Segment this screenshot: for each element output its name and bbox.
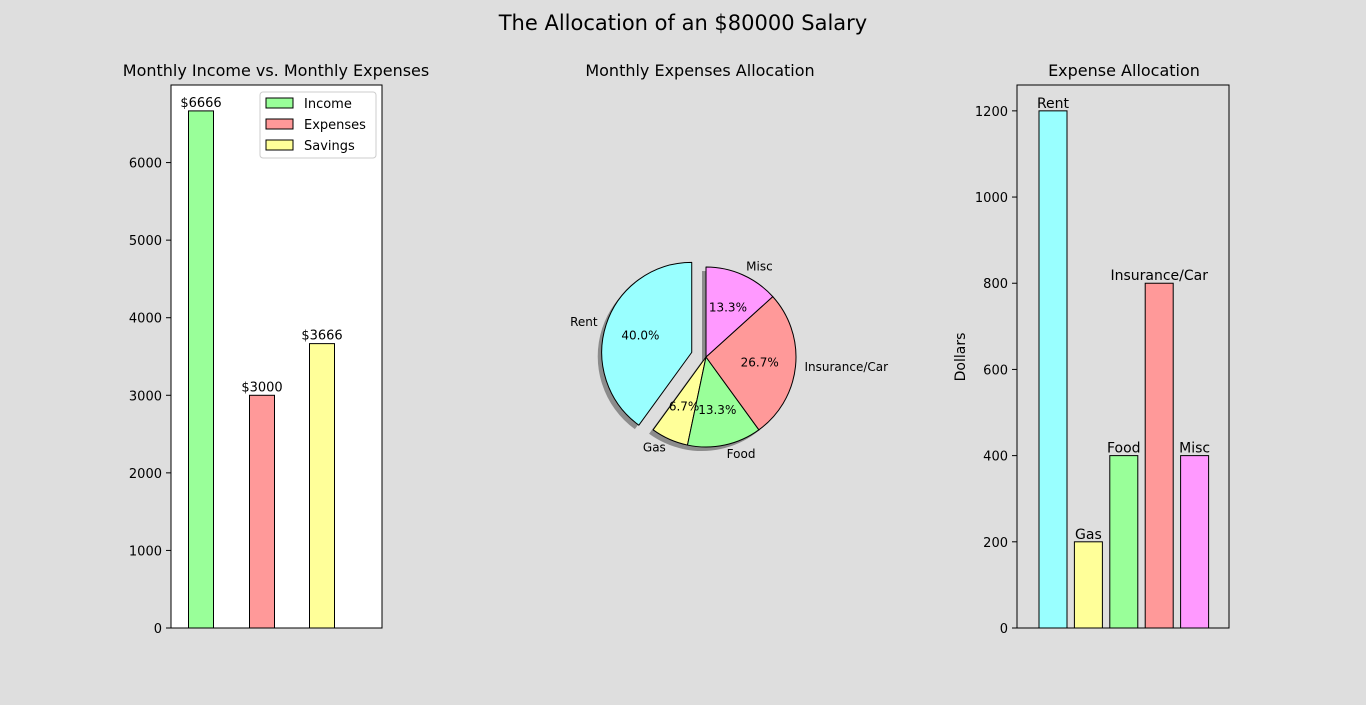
chart1-y-tick-label: 6000 <box>129 157 162 172</box>
income-vs-expenses-chart: Monthly Income vs. Monthly Expenses 0 100… <box>123 61 429 637</box>
bar-category-label: Gas <box>1075 527 1102 543</box>
bar-category-label: Food <box>1107 441 1141 457</box>
chart1-y-tick-label: 1000 <box>129 544 162 559</box>
pie-slice-label: Gas <box>643 440 666 454</box>
bar-food <box>1109 455 1139 629</box>
legend-swatch <box>265 139 294 151</box>
chart1-y-axis: 0 1000 2000 3000 4000 5000 6000 <box>129 157 171 637</box>
pie-labels: Rent 40.0% Gas 6.7% Food 13.3% Insurance/Car 26… <box>570 260 888 461</box>
legend-label: Expenses <box>304 118 366 133</box>
pie-slice-percent: 6.7% <box>669 399 700 413</box>
pie-slice-misc <box>705 266 774 358</box>
chart3-y-tick-label: 0 <box>1000 622 1008 637</box>
pie-slice-percent: 13.3% <box>698 403 736 417</box>
figure-title: The Allocation of an $80000 Salary <box>498 11 868 35</box>
expense-allocation-chart: Expense Allocation Dollars 0 200 400 600 800… <box>953 61 1230 637</box>
bar-value-label: $3666 <box>301 329 342 344</box>
expenses-pie-chart: Monthly Expenses Allocation Rent 40.0% Gas… <box>570 61 888 461</box>
chart1-y-tick-label: 2000 <box>129 467 162 482</box>
bar-expenses <box>249 394 275 629</box>
pie-slice-label: Insurance/Car <box>804 360 888 374</box>
chart1-y-tick-label: 3000 <box>129 389 162 404</box>
bar-rent <box>1038 110 1068 629</box>
bar-gas <box>1073 541 1103 629</box>
chart3-y-tick-label: 800 <box>983 277 1008 292</box>
chart1-bars: $6666 $3000 $3666 <box>180 96 343 629</box>
legend-swatch <box>265 97 294 109</box>
pie-slice-percent: 13.3% <box>709 301 747 315</box>
bar-insurance-car <box>1144 282 1174 629</box>
chart1-legend: Income Expenses Savings <box>259 91 377 159</box>
chart3-y-axis-label: Dollars <box>953 333 969 382</box>
bar-income <box>188 110 214 629</box>
pie-slice-insurance-car <box>705 296 797 431</box>
chart3-y-tick-label: 200 <box>983 536 1008 551</box>
pie-slices <box>601 261 797 448</box>
bar-value-label: $3000 <box>241 380 282 395</box>
chart1-title: Monthly Income vs. Monthly Expenses <box>123 61 429 80</box>
chart3-bars: Rent Gas Food Insurance/Car Misc <box>1037 96 1210 629</box>
bar-misc <box>1180 455 1210 629</box>
legend-swatch <box>265 118 294 130</box>
pie-slice-rent <box>601 261 693 426</box>
legend-label: Income <box>304 97 352 112</box>
pie-slice-label: Rent <box>570 315 598 329</box>
chart3-y-tick-label: 1200 <box>975 105 1008 120</box>
chart3-y-axis: 0 200 400 600 800 1000 1200 <box>975 105 1017 637</box>
chart2-title: Monthly Expenses Allocation <box>585 61 814 80</box>
pie-slice-percent: 40.0% <box>621 329 659 343</box>
pie-slice-label: Food <box>727 447 756 461</box>
chart1-y-tick-label: 5000 <box>129 234 162 249</box>
bar-category-label: Misc <box>1179 441 1210 457</box>
bar-value-label: $6666 <box>180 96 221 111</box>
chart1-y-tick-label: 0 <box>154 622 162 637</box>
pie-slice-food <box>686 356 760 448</box>
legend-label: Savings <box>304 139 355 154</box>
bar-savings <box>309 343 335 629</box>
bar-category-label: Insurance/Car <box>1110 268 1208 284</box>
chart1-y-tick-label: 4000 <box>129 312 162 327</box>
pie-slice-label: Misc <box>746 260 773 274</box>
pie-slice-percent: 26.7% <box>741 356 779 370</box>
bar-category-label: Rent <box>1037 96 1070 112</box>
chart3-title: Expense Allocation <box>1048 61 1200 80</box>
chart3-y-tick-label: 400 <box>983 450 1008 465</box>
chart3-y-tick-label: 1000 <box>975 191 1008 206</box>
chart3-y-tick-label: 600 <box>983 363 1008 378</box>
